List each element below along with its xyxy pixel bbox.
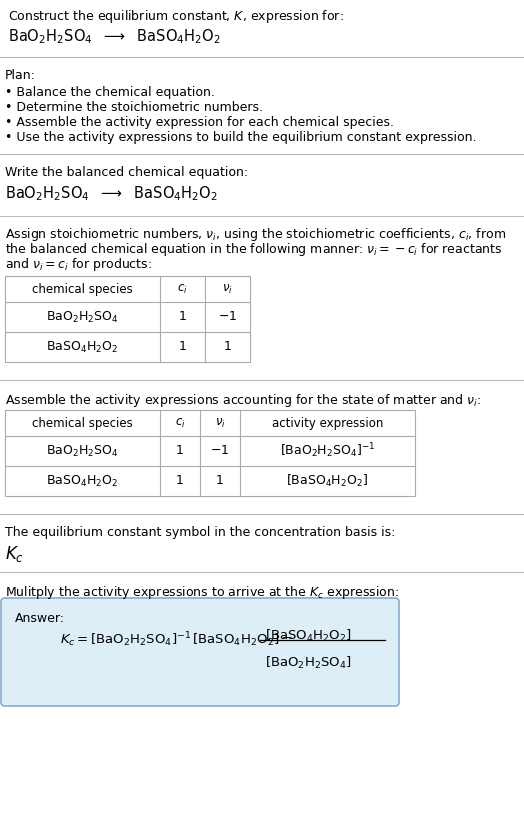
Text: Plan:: Plan: <box>5 69 36 82</box>
Text: 1: 1 <box>224 341 232 353</box>
Text: $[\mathrm{BaO_2H_2SO_4}]$: $[\mathrm{BaO_2H_2SO_4}]$ <box>265 655 352 671</box>
Text: $-1$: $-1$ <box>211 445 230 458</box>
Text: $[\mathrm{BaSO_4H_2O_2}]$: $[\mathrm{BaSO_4H_2O_2}]$ <box>265 628 352 644</box>
Text: 1: 1 <box>216 474 224 488</box>
Text: $[\mathrm{BaSO_4H_2O_2}]$: $[\mathrm{BaSO_4H_2O_2}]$ <box>287 473 368 489</box>
Text: Answer:: Answer: <box>15 612 65 625</box>
Text: $\nu_i$: $\nu_i$ <box>215 417 225 430</box>
Text: chemical species: chemical species <box>32 417 133 430</box>
Text: • Determine the stoichiometric numbers.: • Determine the stoichiometric numbers. <box>5 101 263 114</box>
Bar <box>5 276 250 362</box>
Text: Mulitply the activity expressions to arrive at the $K_c$ expression:: Mulitply the activity expressions to arr… <box>5 584 399 601</box>
Text: and $\nu_i = c_i$ for products:: and $\nu_i = c_i$ for products: <box>5 256 152 273</box>
Text: $\mathrm{BaSO_4H_2O_2}$: $\mathrm{BaSO_4H_2O_2}$ <box>47 474 118 488</box>
Text: $\mathrm{BaSO_4H_2O_2}$: $\mathrm{BaSO_4H_2O_2}$ <box>47 339 118 355</box>
Text: $-1$: $-1$ <box>218 310 237 323</box>
Text: the balanced chemical equation in the following manner: $\nu_i = -c_i$ for react: the balanced chemical equation in the fo… <box>5 241 503 258</box>
Text: 1: 1 <box>179 341 187 353</box>
Text: • Assemble the activity expression for each chemical species.: • Assemble the activity expression for e… <box>5 116 394 129</box>
Text: $c_i$: $c_i$ <box>177 282 188 295</box>
Text: • Balance the chemical equation.: • Balance the chemical equation. <box>5 86 215 99</box>
Text: $\mathrm{BaO_2H_2SO_4}$: $\mathrm{BaO_2H_2SO_4}$ <box>46 309 119 324</box>
Text: $c_i$: $c_i$ <box>174 417 185 430</box>
Text: activity expression: activity expression <box>272 417 383 430</box>
Text: 1: 1 <box>179 310 187 323</box>
Text: $K_c = [\mathrm{BaO_2H_2SO_4}]^{-1}\,[\mathrm{BaSO_4H_2O_2}] = $: $K_c = [\mathrm{BaO_2H_2SO_4}]^{-1}\,[\m… <box>60 630 293 649</box>
Text: $\mathrm{BaO_2H_2SO_4}$  $\longrightarrow$  $\mathrm{BaSO_4H_2O_2}$: $\mathrm{BaO_2H_2SO_4}$ $\longrightarrow… <box>5 184 218 203</box>
Text: $\nu_i$: $\nu_i$ <box>222 282 233 295</box>
Text: $\mathrm{BaO_2H_2SO_4}$: $\mathrm{BaO_2H_2SO_4}$ <box>46 444 119 459</box>
Text: $\mathrm{BaO_2H_2SO_4}$  $\longrightarrow$  $\mathrm{BaSO_4H_2O_2}$: $\mathrm{BaO_2H_2SO_4}$ $\longrightarrow… <box>8 27 221 45</box>
Text: $K_c$: $K_c$ <box>5 544 24 564</box>
Text: Assign stoichiometric numbers, $\nu_i$, using the stoichiometric coefficients, $: Assign stoichiometric numbers, $\nu_i$, … <box>5 226 506 243</box>
Text: 1: 1 <box>176 445 184 458</box>
Text: Write the balanced chemical equation:: Write the balanced chemical equation: <box>5 166 248 179</box>
Text: chemical species: chemical species <box>32 282 133 295</box>
FancyBboxPatch shape <box>1 598 399 706</box>
Bar <box>5 410 415 496</box>
Text: Construct the equilibrium constant, $K$, expression for:: Construct the equilibrium constant, $K$,… <box>8 8 344 25</box>
Text: Assemble the activity expressions accounting for the state of matter and $\nu_i$: Assemble the activity expressions accoun… <box>5 392 482 409</box>
Text: 1: 1 <box>176 474 184 488</box>
Text: $[\mathrm{BaO_2H_2SO_4}]^{-1}$: $[\mathrm{BaO_2H_2SO_4}]^{-1}$ <box>280 441 375 460</box>
Text: The equilibrium constant symbol in the concentration basis is:: The equilibrium constant symbol in the c… <box>5 526 396 539</box>
Text: • Use the activity expressions to build the equilibrium constant expression.: • Use the activity expressions to build … <box>5 131 476 144</box>
